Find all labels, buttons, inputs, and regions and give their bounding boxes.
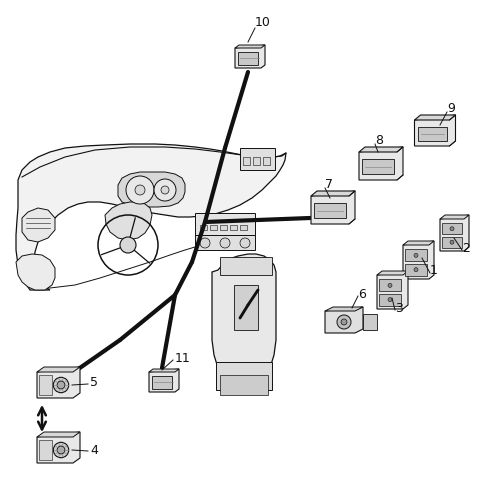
Bar: [195, 235, 255, 250]
Circle shape: [450, 227, 454, 231]
Circle shape: [135, 185, 145, 195]
Bar: [230, 225, 237, 230]
Polygon shape: [325, 307, 363, 333]
Bar: [379, 294, 401, 306]
Bar: [39, 440, 52, 460]
Polygon shape: [415, 115, 456, 120]
Polygon shape: [440, 215, 469, 251]
Text: 7: 7: [325, 179, 333, 191]
Polygon shape: [149, 369, 179, 392]
Polygon shape: [37, 432, 80, 463]
Circle shape: [57, 446, 65, 454]
Bar: [253, 157, 260, 165]
Bar: [216, 362, 272, 390]
Bar: [362, 159, 394, 174]
Circle shape: [57, 381, 65, 389]
Polygon shape: [377, 271, 408, 275]
Text: 5: 5: [90, 375, 98, 389]
Bar: [363, 314, 377, 330]
Circle shape: [154, 179, 176, 201]
Polygon shape: [359, 147, 403, 180]
Circle shape: [53, 377, 69, 393]
Circle shape: [220, 238, 230, 248]
Polygon shape: [415, 115, 456, 146]
Circle shape: [388, 283, 392, 287]
Bar: [240, 225, 247, 230]
Polygon shape: [37, 367, 80, 398]
Circle shape: [414, 268, 418, 272]
Polygon shape: [37, 432, 80, 437]
Bar: [240, 148, 275, 170]
Bar: [234, 285, 258, 330]
Polygon shape: [235, 45, 265, 48]
Bar: [152, 376, 172, 389]
Circle shape: [450, 240, 454, 244]
Text: 6: 6: [358, 287, 366, 301]
Polygon shape: [311, 191, 355, 224]
Polygon shape: [149, 369, 179, 372]
Polygon shape: [37, 367, 80, 372]
Polygon shape: [403, 241, 434, 245]
Bar: [39, 375, 52, 395]
Bar: [263, 157, 270, 165]
Circle shape: [200, 238, 210, 248]
Text: 1: 1: [430, 264, 438, 277]
Polygon shape: [311, 191, 355, 196]
Bar: [442, 237, 462, 248]
Polygon shape: [22, 208, 55, 242]
Polygon shape: [440, 215, 469, 219]
Circle shape: [337, 315, 351, 329]
Circle shape: [120, 237, 136, 253]
Bar: [220, 257, 272, 275]
Bar: [220, 225, 227, 230]
Circle shape: [240, 238, 250, 248]
Polygon shape: [359, 147, 403, 152]
Circle shape: [414, 253, 418, 257]
Circle shape: [341, 319, 347, 325]
Bar: [405, 264, 427, 276]
Bar: [200, 225, 207, 230]
Polygon shape: [325, 307, 363, 311]
Bar: [238, 52, 258, 65]
Bar: [442, 223, 462, 234]
Circle shape: [388, 298, 392, 302]
Bar: [314, 203, 346, 218]
Text: 4: 4: [90, 443, 98, 457]
Bar: [195, 213, 255, 235]
Polygon shape: [105, 202, 152, 240]
Circle shape: [53, 442, 69, 458]
Text: 9: 9: [447, 101, 455, 115]
Polygon shape: [235, 45, 265, 68]
Text: 2: 2: [462, 242, 470, 254]
Text: 11: 11: [175, 351, 191, 365]
Polygon shape: [118, 172, 185, 207]
Bar: [379, 279, 401, 291]
Text: 8: 8: [375, 133, 383, 147]
Circle shape: [161, 186, 169, 194]
Polygon shape: [377, 271, 408, 309]
Bar: [405, 249, 427, 261]
Bar: [418, 126, 446, 141]
Polygon shape: [16, 254, 55, 290]
Polygon shape: [16, 144, 286, 290]
Polygon shape: [212, 254, 276, 388]
Polygon shape: [403, 241, 434, 279]
Circle shape: [126, 176, 154, 204]
Bar: [220, 375, 268, 395]
Bar: [210, 225, 217, 230]
Text: 10: 10: [255, 16, 271, 29]
Text: 3: 3: [395, 302, 403, 314]
Bar: [243, 157, 250, 165]
